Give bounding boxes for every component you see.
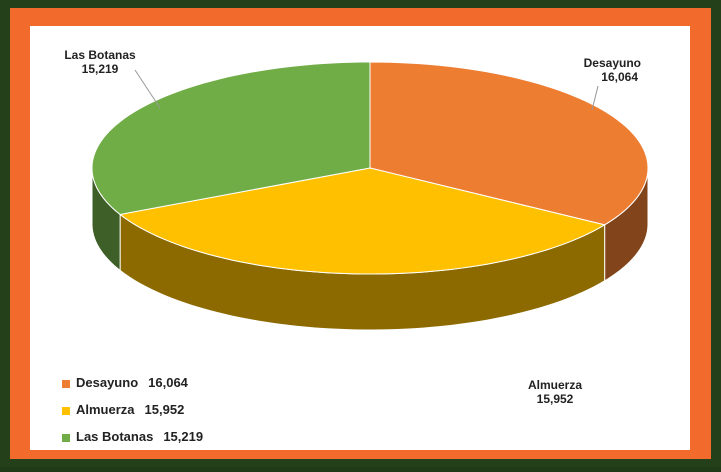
data-label-value: 15,219 xyxy=(82,62,119,76)
legend-name: Las Botanas xyxy=(76,429,153,444)
pie-slice xyxy=(118,167,606,275)
data-label-name: Desayuno xyxy=(584,56,641,70)
leader-line xyxy=(591,85,599,111)
legend-label: Las Botanas 15,219 xyxy=(76,429,203,444)
legend-name: Almuerza xyxy=(76,402,135,417)
legend-name: Desayuno xyxy=(76,375,138,390)
legend-value: 15,219 xyxy=(163,429,203,444)
legend-value: 15,952 xyxy=(145,402,185,417)
leader-line xyxy=(134,69,161,109)
data-label-name: Almuerza xyxy=(528,378,582,392)
legend-swatch xyxy=(62,380,70,388)
pie-slice xyxy=(91,61,371,215)
legend-swatch xyxy=(62,407,70,415)
data-label-value: 16,064 xyxy=(601,70,638,84)
legend-swatch xyxy=(62,434,70,442)
legend-label: Desayuno 16,064 xyxy=(76,375,189,390)
data-label-value: 15,952 xyxy=(537,392,574,406)
data-label-name: Las Botanas xyxy=(64,48,136,62)
pie-slice xyxy=(369,61,649,226)
legend-label: Almuerza 15,952 xyxy=(76,402,184,417)
legend-value: 16,064 xyxy=(148,375,189,390)
